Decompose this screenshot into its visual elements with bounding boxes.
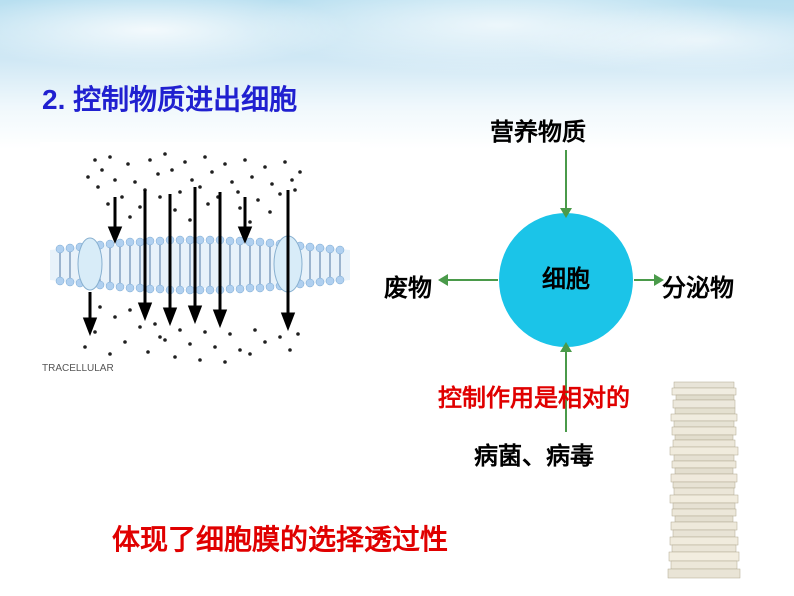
arrow-left-head [438,274,448,286]
arrow-bottom-head [560,342,572,352]
section-title: 2. 控制物质进出细胞 [42,78,297,118]
title-number: 2. [42,84,65,115]
arrow-right [634,279,656,281]
label-nutrient: 营养物质 [490,112,586,147]
membrane-label: TRACELLULAR [42,363,114,374]
cell-label: 细胞 [542,266,590,293]
book-stack [660,372,748,580]
cell-circle: 细胞 [499,213,633,347]
title-text: 控制物质进出细胞 [73,84,297,115]
arrow-top [565,150,567,210]
note-permeability: 体现了细胞膜的选择透过性 [112,518,448,558]
arrow-left [446,279,498,281]
label-secretion: 分泌物 [662,268,734,303]
arrow-top-head [560,208,572,218]
sky-clouds [0,0,794,80]
membrane-diagram: TRACELLULAR [40,142,360,382]
label-pathogen: 病菌、病毒 [474,436,594,471]
label-waste: 废物 [384,268,432,303]
note-relative: 控制作用是相对的 [438,378,630,413]
